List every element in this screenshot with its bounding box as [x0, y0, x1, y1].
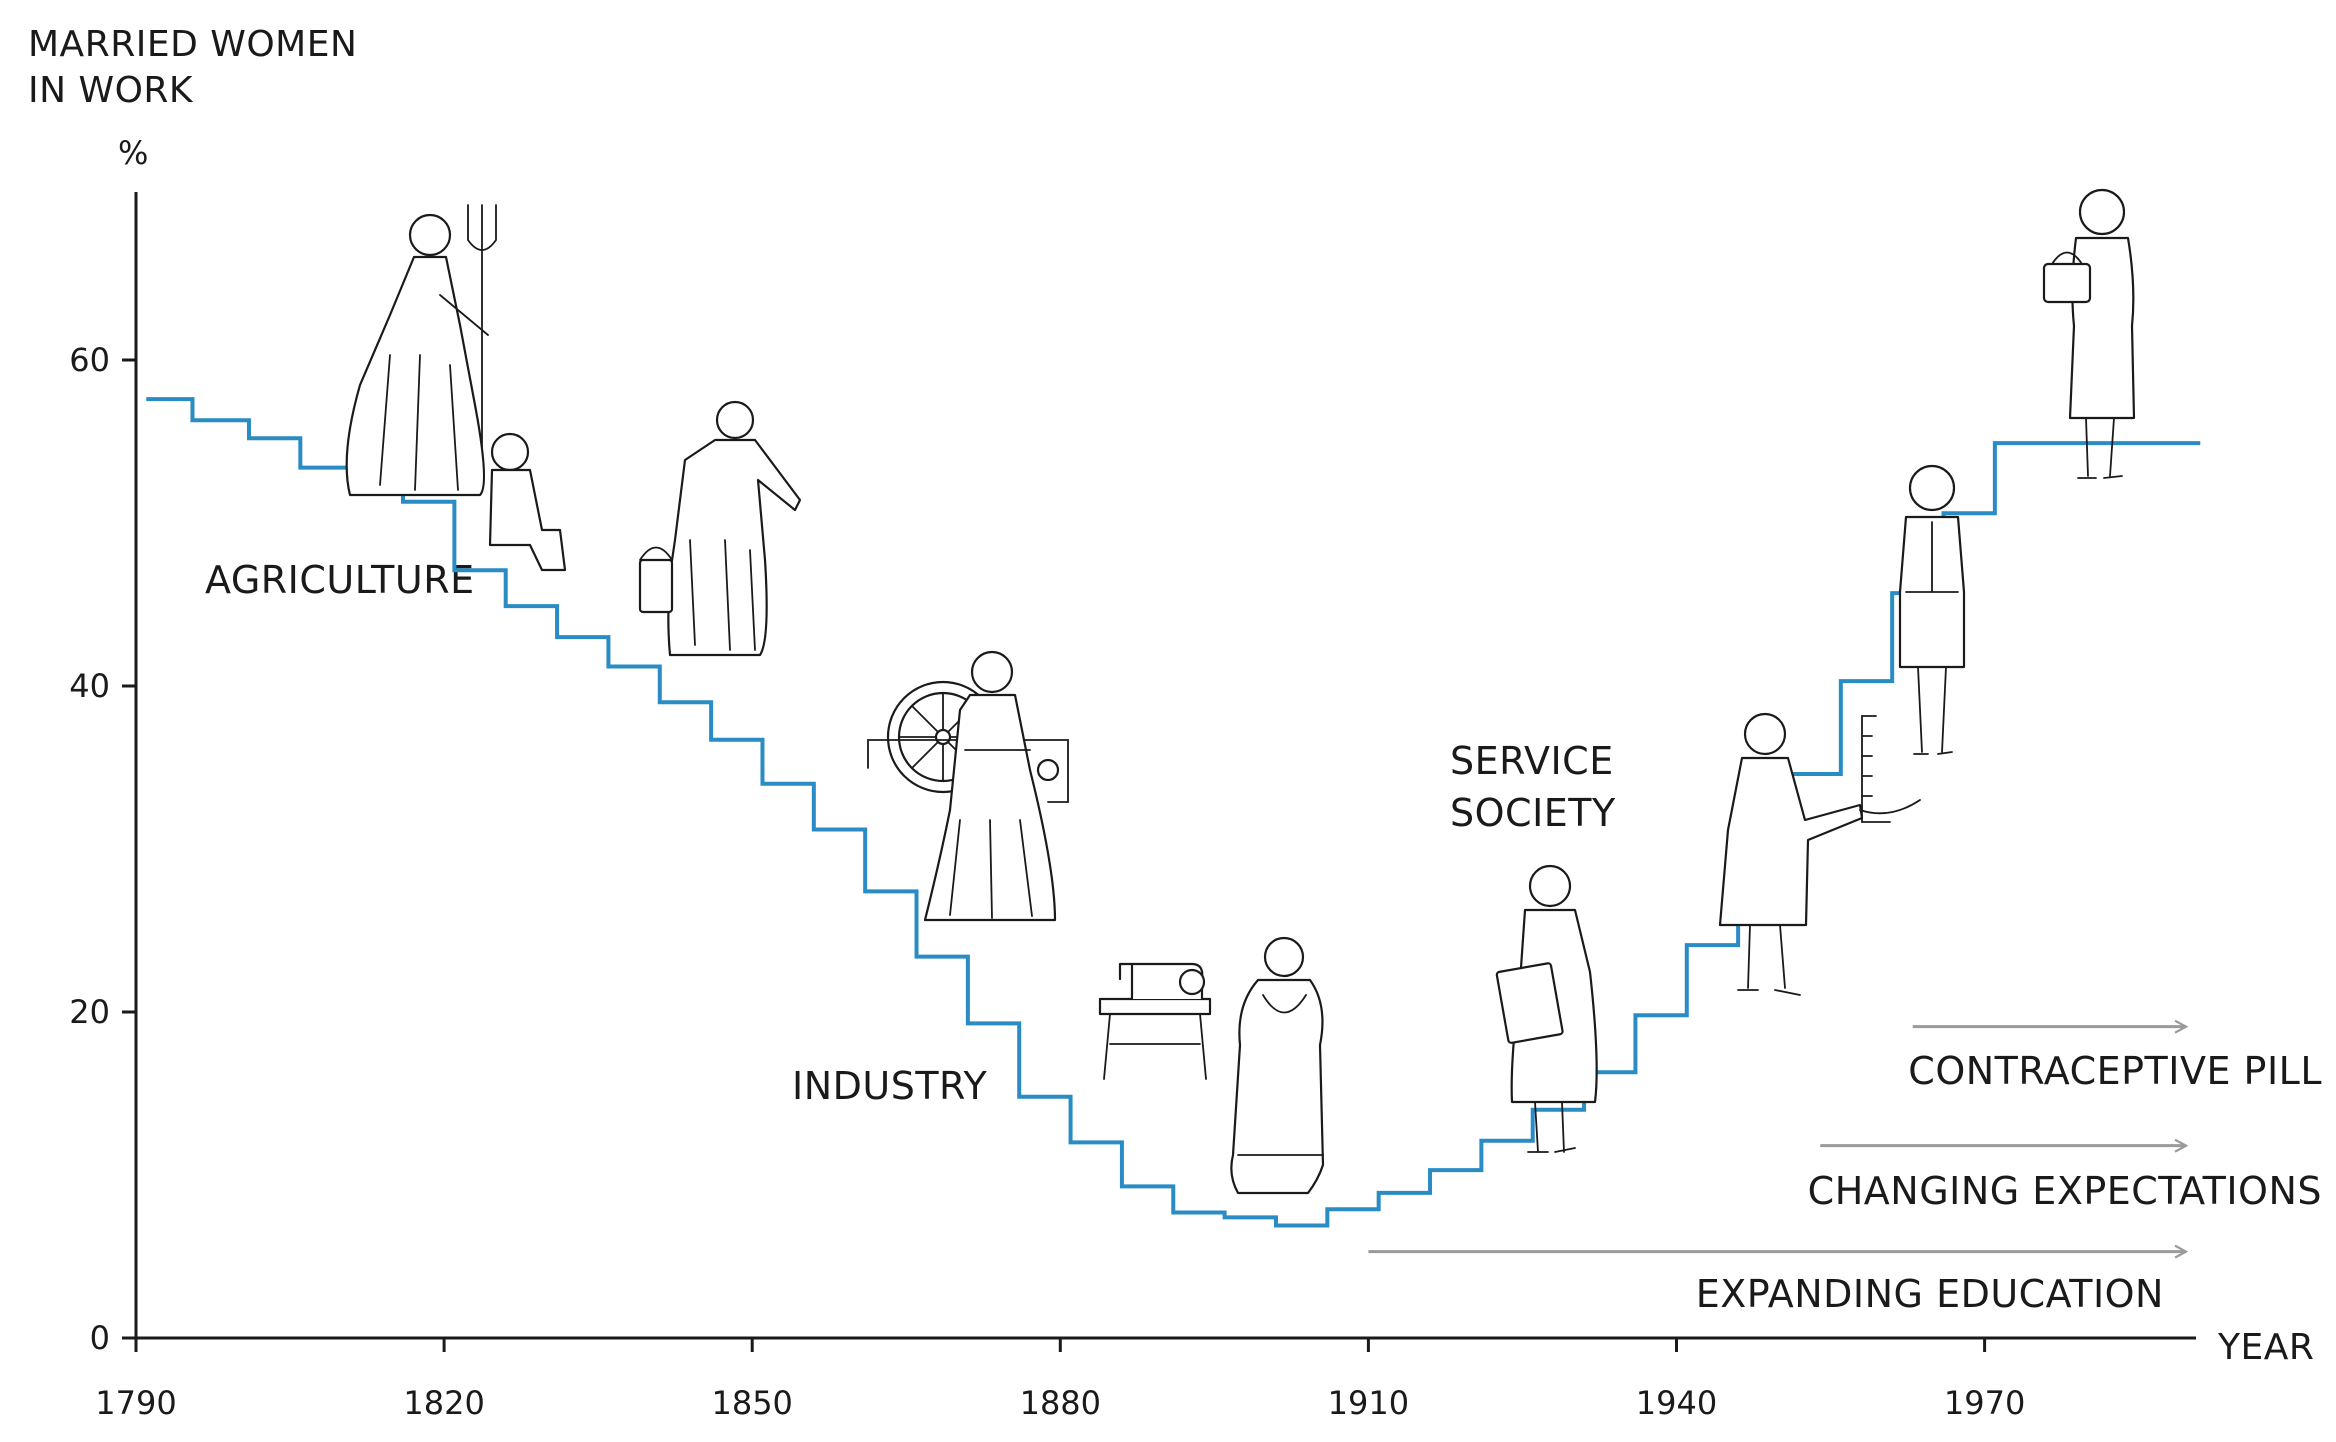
- x-tick-label: 1940: [1636, 1384, 1717, 1422]
- annotation-industry: INDUSTRY: [792, 1064, 988, 1108]
- arrows: [1368, 1027, 2186, 1252]
- woman-in-suit-icon: [1898, 464, 1966, 755]
- x-tick-label: 1970: [1944, 1384, 2025, 1422]
- x-ticks: 1790 1820 1850 1880 1910 1940 1970: [95, 1338, 2025, 1422]
- x-tick-label: 1850: [711, 1384, 792, 1422]
- y-ticks: 0 20 40 60: [69, 341, 136, 1357]
- x-tick-label: 1790: [95, 1384, 176, 1422]
- arrow-label-expanding-education: EXPANDING EDUCATION: [1696, 1272, 2164, 1316]
- y-tick-label: 40: [69, 667, 110, 705]
- y-axis-unit: %: [118, 134, 148, 172]
- annotation-service-line-2: SOCIETY: [1450, 791, 1616, 835]
- y-tick-label: 20: [69, 993, 110, 1031]
- seated-child-icon: [488, 432, 567, 572]
- sewing-machine-icon: [1098, 962, 1212, 1080]
- arrow-label-changing-expectations: CHANGING EXPECTATIONS: [1808, 1169, 2322, 1213]
- arrow-label-contraceptive-pill: CONTRACEPTIVE PILL: [1908, 1049, 2322, 1093]
- seamstress-icon: [1230, 936, 1325, 1195]
- annotation-agriculture: AGRICULTURE: [205, 558, 475, 602]
- switchboard-icon: [1861, 715, 1891, 823]
- x-axis-title: YEAR: [2217, 1327, 2314, 1368]
- x-tick-label: 1880: [1020, 1384, 1101, 1422]
- y-tick-label: 60: [69, 341, 110, 379]
- y-axis-title-line-1: MARRIED WOMEN: [28, 24, 357, 65]
- spinning-frame-icon: [867, 739, 1069, 803]
- x-tick-label: 1820: [403, 1384, 484, 1422]
- farm-woman-with-pitchfork-icon: [345, 204, 497, 497]
- professional-woman-with-bag-icon: [2042, 188, 2136, 479]
- y-tick-label: 0: [90, 1319, 110, 1357]
- y-axis-title-line-2: IN WORK: [28, 70, 194, 111]
- milkmaid-with-bucket-icon: [638, 400, 802, 657]
- factory-woman-icon: [923, 650, 1057, 922]
- office-worker-with-folder-icon: [1495, 864, 1598, 1153]
- telephone-operator-icon: [1718, 712, 1921, 996]
- x-tick-label: 1910: [1328, 1384, 1409, 1422]
- annotation-service-line-1: SERVICE: [1450, 739, 1614, 783]
